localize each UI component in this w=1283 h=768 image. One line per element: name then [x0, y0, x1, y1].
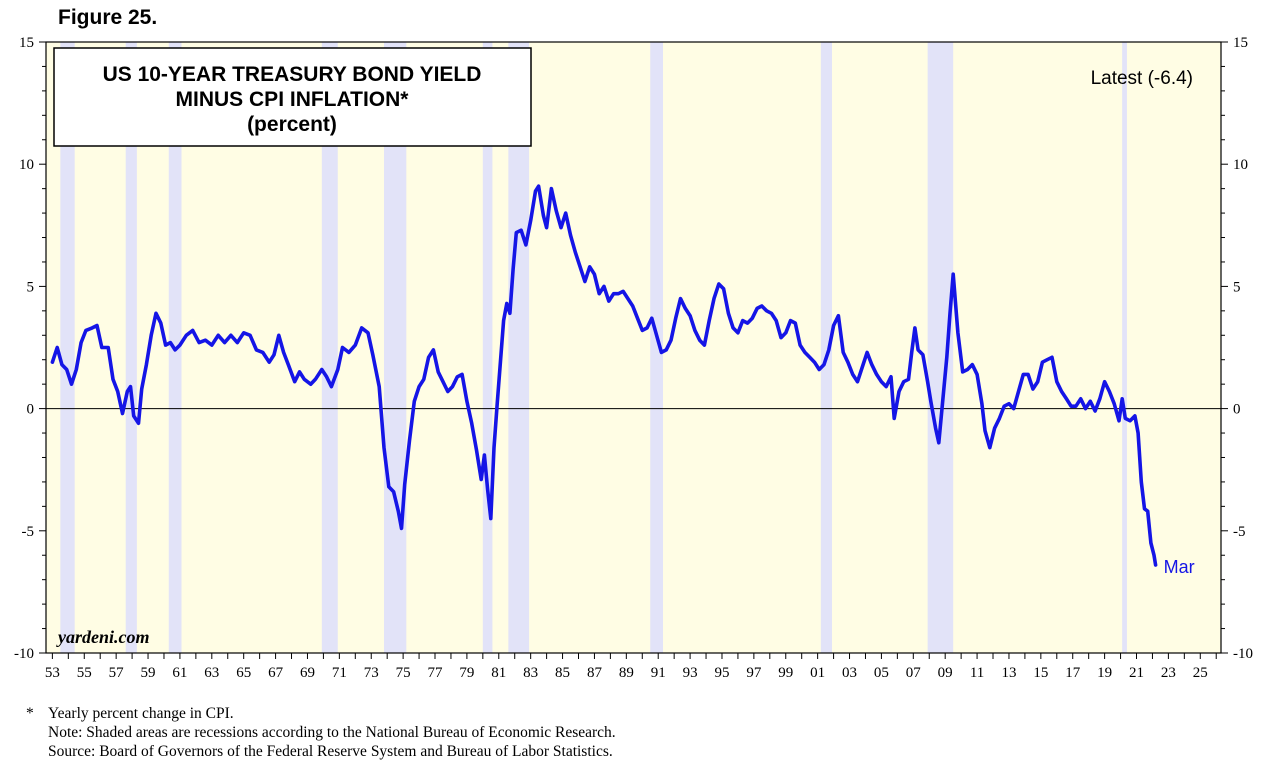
footnote-row: Note: Shaded areas are recessions accord…	[26, 723, 616, 742]
footnote-row: Source: Board of Governors of the Federa…	[26, 742, 616, 761]
x-tick-label: 77	[428, 665, 444, 681]
x-tick-label: 13	[1001, 665, 1016, 681]
x-tick-label: 59	[141, 665, 156, 681]
y-tick-label-right: 15	[1233, 35, 1248, 51]
x-tick-label: 19	[1097, 665, 1112, 681]
x-tick-label: 97	[746, 665, 762, 681]
x-tick-label: 61	[172, 665, 187, 681]
x-tick-label: 07	[906, 665, 922, 681]
footnote-text: Note: Shaded areas are recessions accord…	[48, 724, 616, 741]
x-tick-label: 23	[1161, 665, 1176, 681]
y-tick-label-left: 15	[19, 35, 34, 51]
footnote-marker: *	[26, 705, 34, 722]
x-tick-label: 25	[1193, 665, 1208, 681]
watermark-label: yardeni.com	[56, 627, 150, 647]
x-tick-label: 93	[683, 665, 698, 681]
x-tick-label: 71	[332, 665, 347, 681]
x-tick-label: 67	[268, 665, 284, 681]
x-tick-label: 75	[396, 665, 411, 681]
x-tick-label: 85	[555, 665, 570, 681]
x-tick-label: 05	[874, 665, 889, 681]
latest-value-label: Latest (-6.4)	[1091, 68, 1193, 89]
x-tick-label: 55	[77, 665, 92, 681]
x-tick-label: 89	[619, 665, 634, 681]
y-tick-label-right: 10	[1233, 157, 1248, 173]
y-tick-label-right: 5	[1233, 279, 1241, 295]
x-tick-label: 91	[651, 665, 666, 681]
chart-title-line-2: MINUS CPI INFLATION*	[176, 88, 410, 111]
recession-band	[321, 42, 338, 653]
recession-band	[927, 42, 954, 653]
recession-band	[1122, 42, 1127, 653]
recession-band	[508, 42, 530, 653]
x-tick-label: 69	[300, 665, 315, 681]
recession-band	[60, 42, 75, 653]
x-tick-label: 09	[938, 665, 953, 681]
x-tick-label: 73	[364, 665, 379, 681]
series-line-layer	[50, 184, 1158, 567]
footnotes: * Yearly percent change in CPI. Note: Sha…	[26, 704, 616, 761]
footnote-row: * Yearly percent change in CPI.	[26, 704, 616, 723]
y-tick-label-right: -5	[1233, 524, 1246, 540]
series-line	[50, 184, 1158, 567]
plot-frame	[45, 41, 1222, 654]
x-tick-label: 87	[587, 665, 603, 681]
x-tick-label: 17	[1065, 665, 1081, 681]
y-tick-label-left: 5	[27, 279, 35, 295]
x-tick-label: 63	[204, 665, 219, 681]
recession-band	[650, 42, 663, 653]
y-tick-label-right: -10	[1233, 646, 1253, 662]
y-tick-label-right: 0	[1233, 402, 1241, 418]
y-tick-label-left: -5	[22, 524, 35, 540]
x-tick-label: 53	[45, 665, 60, 681]
y-tick-label-left: 10	[19, 157, 34, 173]
x-tick-label: 15	[1033, 665, 1048, 681]
recession-band	[383, 42, 407, 653]
end-point-label: Mar	[1164, 557, 1195, 577]
recession-shading	[60, 42, 1127, 653]
figure-label: Figure 25.	[58, 6, 158, 29]
x-tick-label: 57	[109, 665, 125, 681]
x-tick-label: 21	[1129, 665, 1144, 681]
x-tick-label: 01	[810, 665, 825, 681]
chart-title-box: US 10-YEAR TREASURY BOND YIELD MINUS CPI…	[53, 47, 532, 147]
footnote-text: Source: Board of Governors of the Federa…	[48, 743, 613, 760]
title-box-frame	[53, 47, 532, 147]
x-tick-label: 65	[236, 665, 251, 681]
recession-band	[125, 42, 137, 653]
x-tick-label: 81	[491, 665, 506, 681]
chart-title-line-1: US 10-YEAR TREASURY BOND YIELD	[103, 63, 482, 86]
x-tick-label: 99	[778, 665, 793, 681]
x-tick-label: 95	[714, 665, 729, 681]
x-tick-label: 03	[842, 665, 857, 681]
footnote-text: Yearly percent change in CPI.	[48, 705, 234, 722]
x-tick-label: 79	[459, 665, 474, 681]
recession-band	[482, 42, 493, 653]
x-tick-label: 83	[523, 665, 538, 681]
chart-title-line-3: (percent)	[247, 113, 337, 136]
x-tick-label: 11	[970, 665, 984, 681]
y-tick-label-left: 0	[27, 402, 35, 418]
y-tick-label-left: -10	[14, 646, 34, 662]
recession-band	[820, 42, 832, 653]
